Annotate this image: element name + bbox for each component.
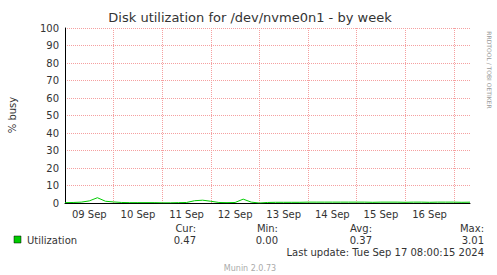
svg-text:13 Sep: 13 Sep — [266, 209, 301, 220]
svg-text:60: 60 — [46, 93, 59, 104]
svg-text:12 Sep: 12 Sep — [218, 209, 253, 220]
svg-text:0.00: 0.00 — [256, 235, 278, 246]
svg-text:Disk utilization for /dev/nvme: Disk utilization for /dev/nvme0n1 - by w… — [108, 10, 392, 25]
svg-text:Utilization: Utilization — [27, 235, 77, 246]
svg-text:% busy: % busy — [7, 97, 18, 134]
svg-text:16 Sep: 16 Sep — [412, 209, 447, 220]
svg-text:0.47: 0.47 — [174, 235, 196, 246]
svg-text:3.01: 3.01 — [462, 235, 484, 246]
svg-text:Max:: Max: — [460, 223, 484, 234]
svg-text:0: 0 — [53, 198, 59, 209]
svg-text:Min:: Min: — [257, 223, 278, 234]
svg-text:10: 10 — [46, 180, 59, 191]
svg-text:70: 70 — [46, 75, 59, 86]
svg-text:100: 100 — [40, 23, 59, 34]
svg-text:20: 20 — [46, 163, 59, 174]
svg-text:09 Sep: 09 Sep — [72, 209, 107, 220]
svg-text:14 Sep: 14 Sep — [315, 209, 350, 220]
svg-text:RRDTOOL / TOBI OETIKER: RRDTOOL / TOBI OETIKER — [486, 31, 493, 108]
svg-text:90: 90 — [46, 40, 59, 51]
svg-text:0.37: 0.37 — [350, 235, 372, 246]
svg-text:15 Sep: 15 Sep — [364, 209, 399, 220]
svg-text:Cur:: Cur: — [175, 223, 196, 234]
svg-text:40: 40 — [46, 128, 59, 139]
svg-text:50: 50 — [46, 110, 59, 121]
svg-text:Last update: Tue Sep 17 08:00:: Last update: Tue Sep 17 08:00:15 2024 — [286, 247, 484, 258]
svg-text:30: 30 — [46, 145, 59, 156]
svg-text:Avg:: Avg: — [350, 223, 372, 234]
svg-text:80: 80 — [46, 58, 59, 69]
svg-text:11 Sep: 11 Sep — [169, 209, 204, 220]
svg-text:Munin 2.0.73: Munin 2.0.73 — [224, 264, 276, 273]
svg-text:10 Sep: 10 Sep — [121, 209, 156, 220]
